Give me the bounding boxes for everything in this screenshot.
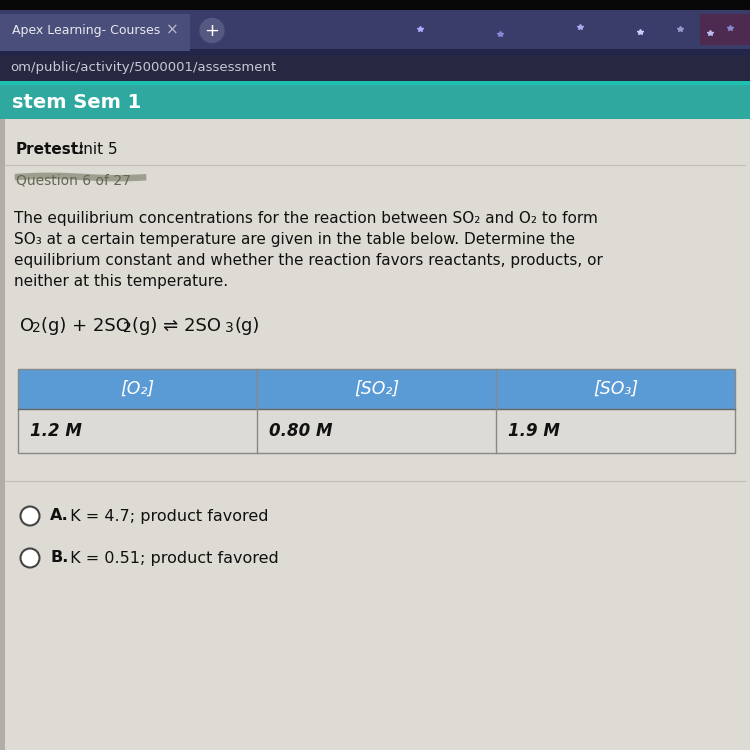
Text: B.: B. bbox=[50, 550, 68, 566]
Text: [O₂]: [O₂] bbox=[121, 380, 154, 398]
Text: 0.80 M: 0.80 M bbox=[269, 422, 332, 440]
FancyBboxPatch shape bbox=[18, 409, 735, 453]
Text: (g): (g) bbox=[234, 317, 260, 335]
Text: O: O bbox=[20, 317, 34, 335]
FancyBboxPatch shape bbox=[0, 81, 750, 85]
Text: neither at this temperature.: neither at this temperature. bbox=[14, 274, 228, 289]
Text: Apex Learning- Courses: Apex Learning- Courses bbox=[12, 24, 160, 37]
Text: K = 0.51; product favored: K = 0.51; product favored bbox=[65, 550, 279, 566]
FancyBboxPatch shape bbox=[0, 49, 750, 55]
Text: Pretest:: Pretest: bbox=[16, 142, 86, 157]
FancyBboxPatch shape bbox=[0, 0, 750, 10]
Text: Unit 5: Unit 5 bbox=[72, 142, 118, 157]
Text: SO₃ at a certain temperature are given in the table below. Determine the: SO₃ at a certain temperature are given i… bbox=[14, 232, 575, 247]
Text: (g) ⇌ 2SO: (g) ⇌ 2SO bbox=[132, 317, 221, 335]
Text: +: + bbox=[205, 22, 220, 40]
Circle shape bbox=[20, 506, 40, 526]
Text: [SO₃]: [SO₃] bbox=[593, 380, 638, 398]
Text: 2: 2 bbox=[32, 321, 40, 335]
Text: (g) + 2SO: (g) + 2SO bbox=[41, 317, 130, 335]
Text: Question 6 of 27: Question 6 of 27 bbox=[16, 174, 130, 188]
Circle shape bbox=[200, 19, 224, 43]
Text: K = 4.7; product favored: K = 4.7; product favored bbox=[65, 509, 268, 524]
Text: equilibrium constant and whether the reaction favors reactants, products, or: equilibrium constant and whether the rea… bbox=[14, 253, 603, 268]
FancyBboxPatch shape bbox=[700, 14, 750, 45]
Circle shape bbox=[20, 548, 40, 568]
FancyBboxPatch shape bbox=[18, 369, 735, 409]
Text: stem Sem 1: stem Sem 1 bbox=[12, 92, 141, 112]
Text: 1.9 M: 1.9 M bbox=[508, 422, 560, 440]
Text: A.: A. bbox=[50, 509, 69, 524]
Text: 3: 3 bbox=[225, 321, 234, 335]
Text: The equilibrium concentrations for the reaction between SO₂ and O₂ to form: The equilibrium concentrations for the r… bbox=[14, 211, 598, 226]
FancyBboxPatch shape bbox=[0, 119, 5, 750]
FancyBboxPatch shape bbox=[0, 14, 190, 51]
FancyBboxPatch shape bbox=[0, 55, 750, 81]
FancyBboxPatch shape bbox=[0, 10, 750, 55]
Text: [SO₂]: [SO₂] bbox=[354, 380, 399, 398]
FancyBboxPatch shape bbox=[0, 85, 750, 119]
Text: 2: 2 bbox=[123, 321, 132, 335]
Text: ×: × bbox=[166, 23, 178, 38]
Text: om/public/activity/5000001/assessment: om/public/activity/5000001/assessment bbox=[10, 62, 276, 74]
Text: 1.2 M: 1.2 M bbox=[30, 422, 82, 440]
FancyBboxPatch shape bbox=[0, 119, 750, 750]
